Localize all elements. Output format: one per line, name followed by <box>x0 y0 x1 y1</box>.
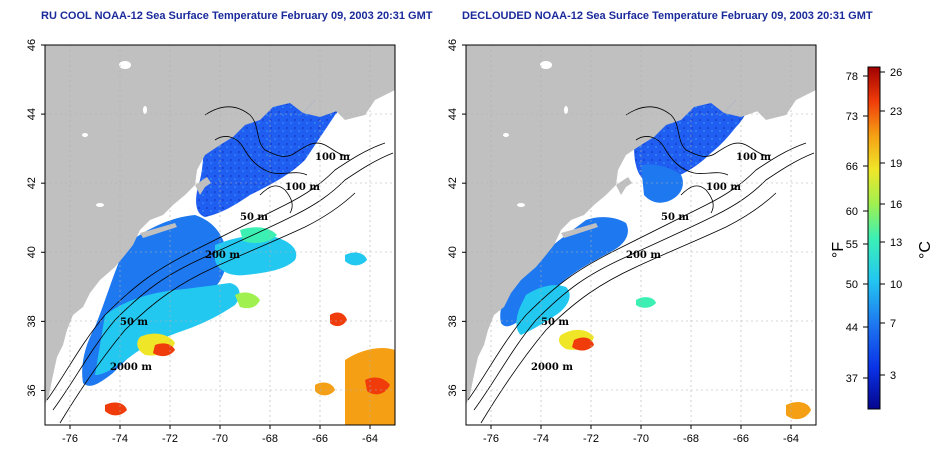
left-y-tick-label: 42 <box>26 177 38 189</box>
contour-label: 100 m <box>736 152 771 163</box>
contour-label: 100 m <box>315 152 350 163</box>
right-contour-labels: 100 m 100 m 50 m 200 m 50 m 2000 m <box>531 152 771 373</box>
right-x-tick-label: -66 <box>733 433 749 445</box>
fahrenheit-tick-label: 73 <box>846 111 858 123</box>
right-y-tick-label: 40 <box>447 246 459 258</box>
contour-label: 100 m <box>285 182 320 193</box>
right-map-axes: -76 -74 -72 -70 -68 -66 -64 36 38 40 42 44 46 <box>447 39 799 445</box>
fahrenheit-tick-label: 44 <box>846 322 858 334</box>
right-y-tick-label: 42 <box>447 177 459 189</box>
celsius-tick-label: 3 <box>890 370 896 382</box>
left-y-tick-label: 46 <box>26 39 38 51</box>
left-map-panel: 100 m 100 m 50 m 200 m 50 m 2000 m <box>44 44 396 426</box>
right-x-tick-label: -76 <box>483 433 499 445</box>
left-x-tick-label: -64 <box>362 433 378 445</box>
contour-label: 200 m <box>626 250 661 261</box>
left-x-tick-label: -76 <box>62 433 78 445</box>
right-x-tick-label: -70 <box>633 433 649 445</box>
fahrenheit-tick-label: 60 <box>846 206 858 218</box>
colorbar-fahrenheit-ticks: 78 73 66 60 55 50 44 37 <box>846 71 868 385</box>
right-x-tick-label: -74 <box>533 433 549 445</box>
celsius-tick-label: 19 <box>890 158 902 170</box>
contour-label: 50 m <box>541 317 569 328</box>
contour-label: 100 m <box>706 182 741 193</box>
celsius-tick-label: 10 <box>890 279 902 291</box>
fahrenheit-tick-label: 37 <box>846 373 858 385</box>
celsius-tick-label: 16 <box>890 199 902 211</box>
fahrenheit-tick-label: 55 <box>846 239 858 251</box>
contour-label: 2000 m <box>531 362 573 373</box>
contour-label: 200 m <box>205 250 240 261</box>
left-contour-labels: 100 m 100 m 50 m 200 m 50 m 2000 m <box>110 152 350 373</box>
contour-label: 2000 m <box>110 362 152 373</box>
fahrenheit-unit-label: °F <box>830 242 847 258</box>
left-x-tick-label: -70 <box>212 433 228 445</box>
celsius-unit-label: °C <box>917 241 934 259</box>
right-y-tick-label: 36 <box>447 384 459 396</box>
left-y-tick-label: 44 <box>26 108 38 120</box>
colorbar-celsius-ticks: 26 23 19 16 13 10 7 3 <box>880 67 902 382</box>
right-x-tick-label: -64 <box>783 433 799 445</box>
left-x-tick-label: -68 <box>262 433 278 445</box>
fahrenheit-tick-label: 66 <box>846 161 858 173</box>
contour-label: 50 m <box>661 212 689 223</box>
contour-label: 50 m <box>120 317 148 328</box>
celsius-tick-label: 7 <box>890 318 896 330</box>
right-sst-field <box>500 89 811 420</box>
contour-label: 50 m <box>240 212 268 223</box>
fahrenheit-tick-label: 78 <box>846 71 858 83</box>
celsius-tick-label: 23 <box>890 106 902 118</box>
fahrenheit-tick-label: 50 <box>846 279 858 291</box>
left-x-tick-label: -74 <box>112 433 128 445</box>
left-x-tick-label: -72 <box>162 433 178 445</box>
right-y-tick-label: 38 <box>447 315 459 327</box>
right-y-tick-label: 44 <box>447 108 459 120</box>
celsius-tick-label: 26 <box>890 67 902 79</box>
right-y-tick-label: 46 <box>447 39 459 51</box>
left-sst-field <box>82 72 395 425</box>
left-map-axes: -76 -74 -72 -70 -68 -66 -64 36 38 40 42 44 46 <box>26 39 378 445</box>
left-y-tick-label: 36 <box>26 384 38 396</box>
colorbar-gradient <box>867 66 881 410</box>
right-map-panel: 100 m 100 m 50 m 200 m 50 m 2000 m <box>465 44 817 426</box>
map-title-right: DECLOUDED NOAA-12 Sea Surface Temperatur… <box>462 10 873 22</box>
left-y-tick-label: 40 <box>26 246 38 258</box>
right-x-tick-label: -68 <box>683 433 699 445</box>
map-title-left: RU COOL NOAA-12 Sea Surface Temperature … <box>41 10 433 22</box>
celsius-tick-label: 13 <box>890 237 902 249</box>
left-y-tick-label: 38 <box>26 315 38 327</box>
right-x-tick-label: -72 <box>583 433 599 445</box>
left-x-tick-label: -66 <box>312 433 328 445</box>
